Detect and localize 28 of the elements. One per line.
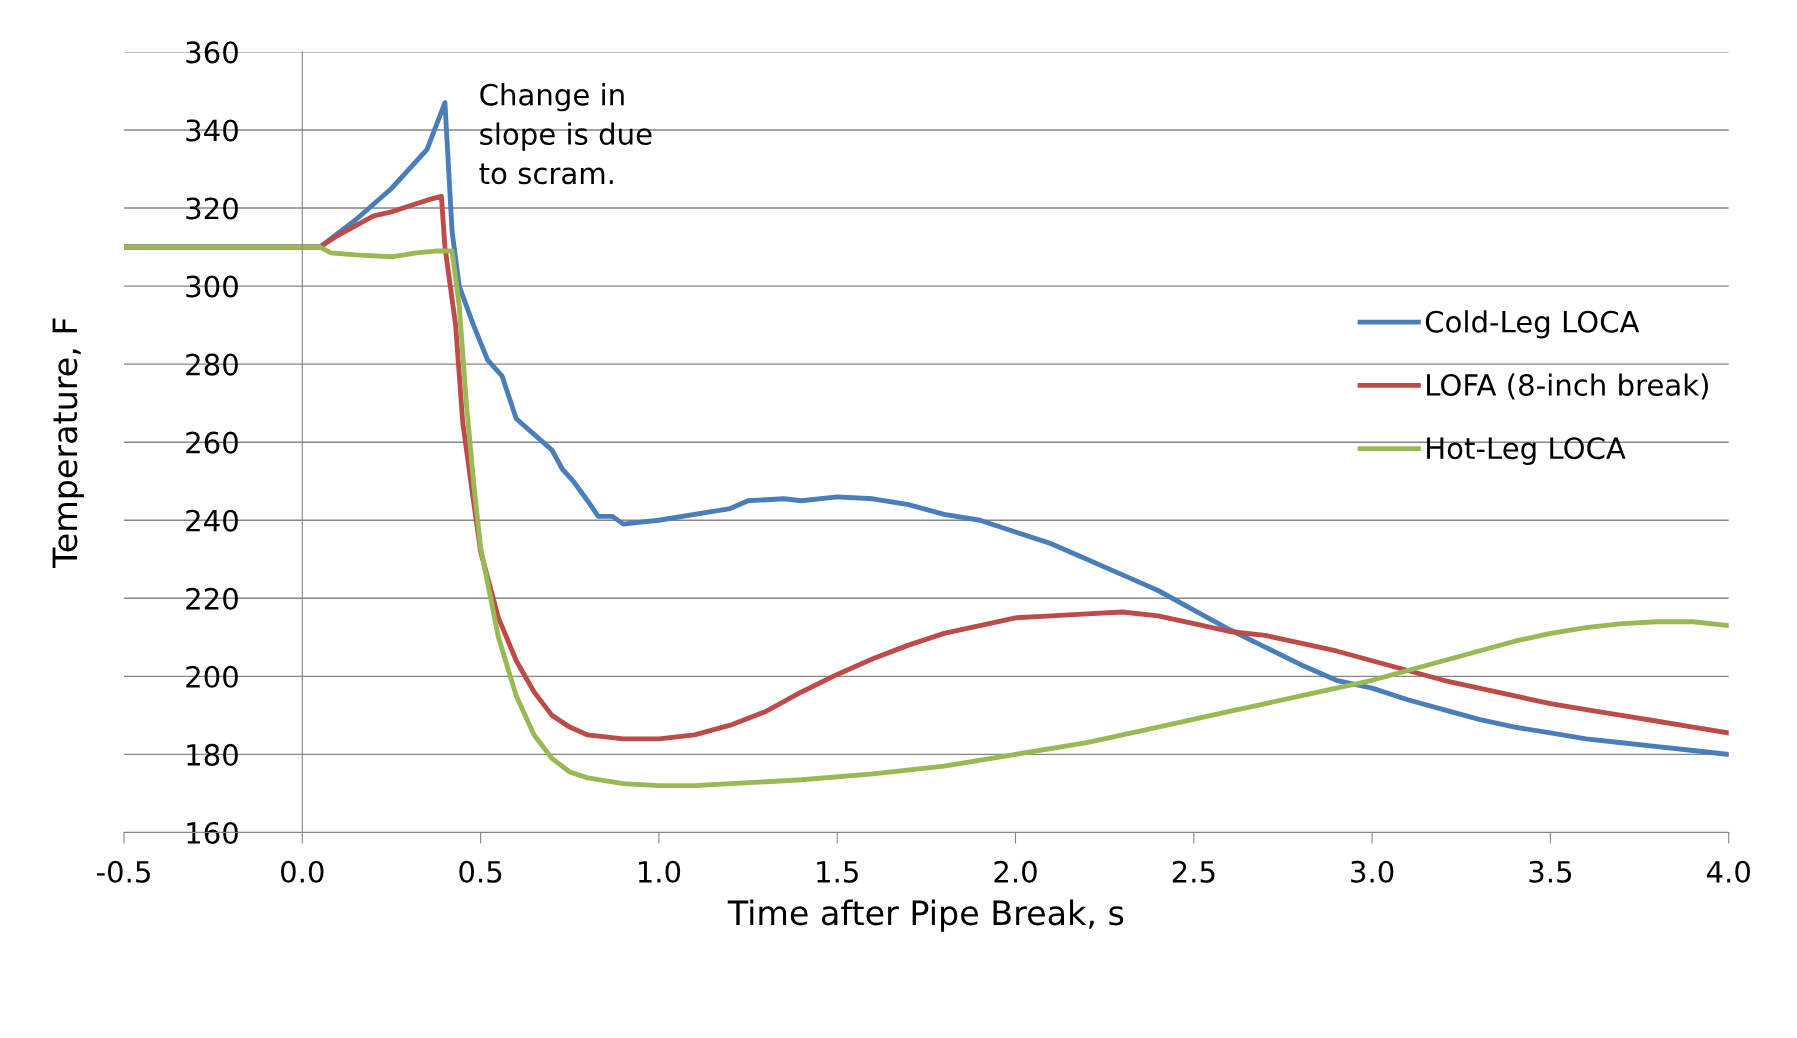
x-tick-label: 4.0 [1706,860,1750,883]
x-tick-label: 2.0 [994,860,1037,883]
y-tick-label: 240 [186,509,238,532]
x-tick-label: 0.0 [281,860,324,883]
y-axis-title: Temperature, F [52,318,84,569]
y-tick-label: 360 [186,41,238,64]
y-tick-label: 220 [186,587,238,610]
y-tick-label: 300 [186,275,238,298]
x-tick-label: 3.0 [1351,860,1394,883]
y-tick-label: 280 [186,353,238,376]
x-tick-label: 3.5 [1529,860,1572,883]
line-series [123,244,1729,789]
x-tick-label: 1.5 [817,861,858,883]
y-tick-label: 180 [187,743,238,766]
x-tick-label: 0.5 [459,860,502,883]
x-tick-label: 2.5 [1172,860,1215,883]
x-axis-title: Time after Pipe Break, s [727,899,1124,932]
legend-label: LOFA (8-inch break) [1427,373,1708,400]
y-tick-label: 340 [186,119,238,142]
annotation: Change in slope is due to scram. [479,83,652,185]
x-tick-label: 1.0 [638,860,681,883]
y-tick-label: 260 [186,431,238,454]
y-tick-label: 320 [186,197,238,220]
x-tick-label: -0.5 [96,860,150,883]
y-tick-label: 200 [186,665,238,688]
legend-label: Hot-Leg LOCA [1427,437,1626,465]
legend-label: Cold-Leg LOCA [1425,310,1640,339]
y-tick-label: 160 [187,821,238,844]
